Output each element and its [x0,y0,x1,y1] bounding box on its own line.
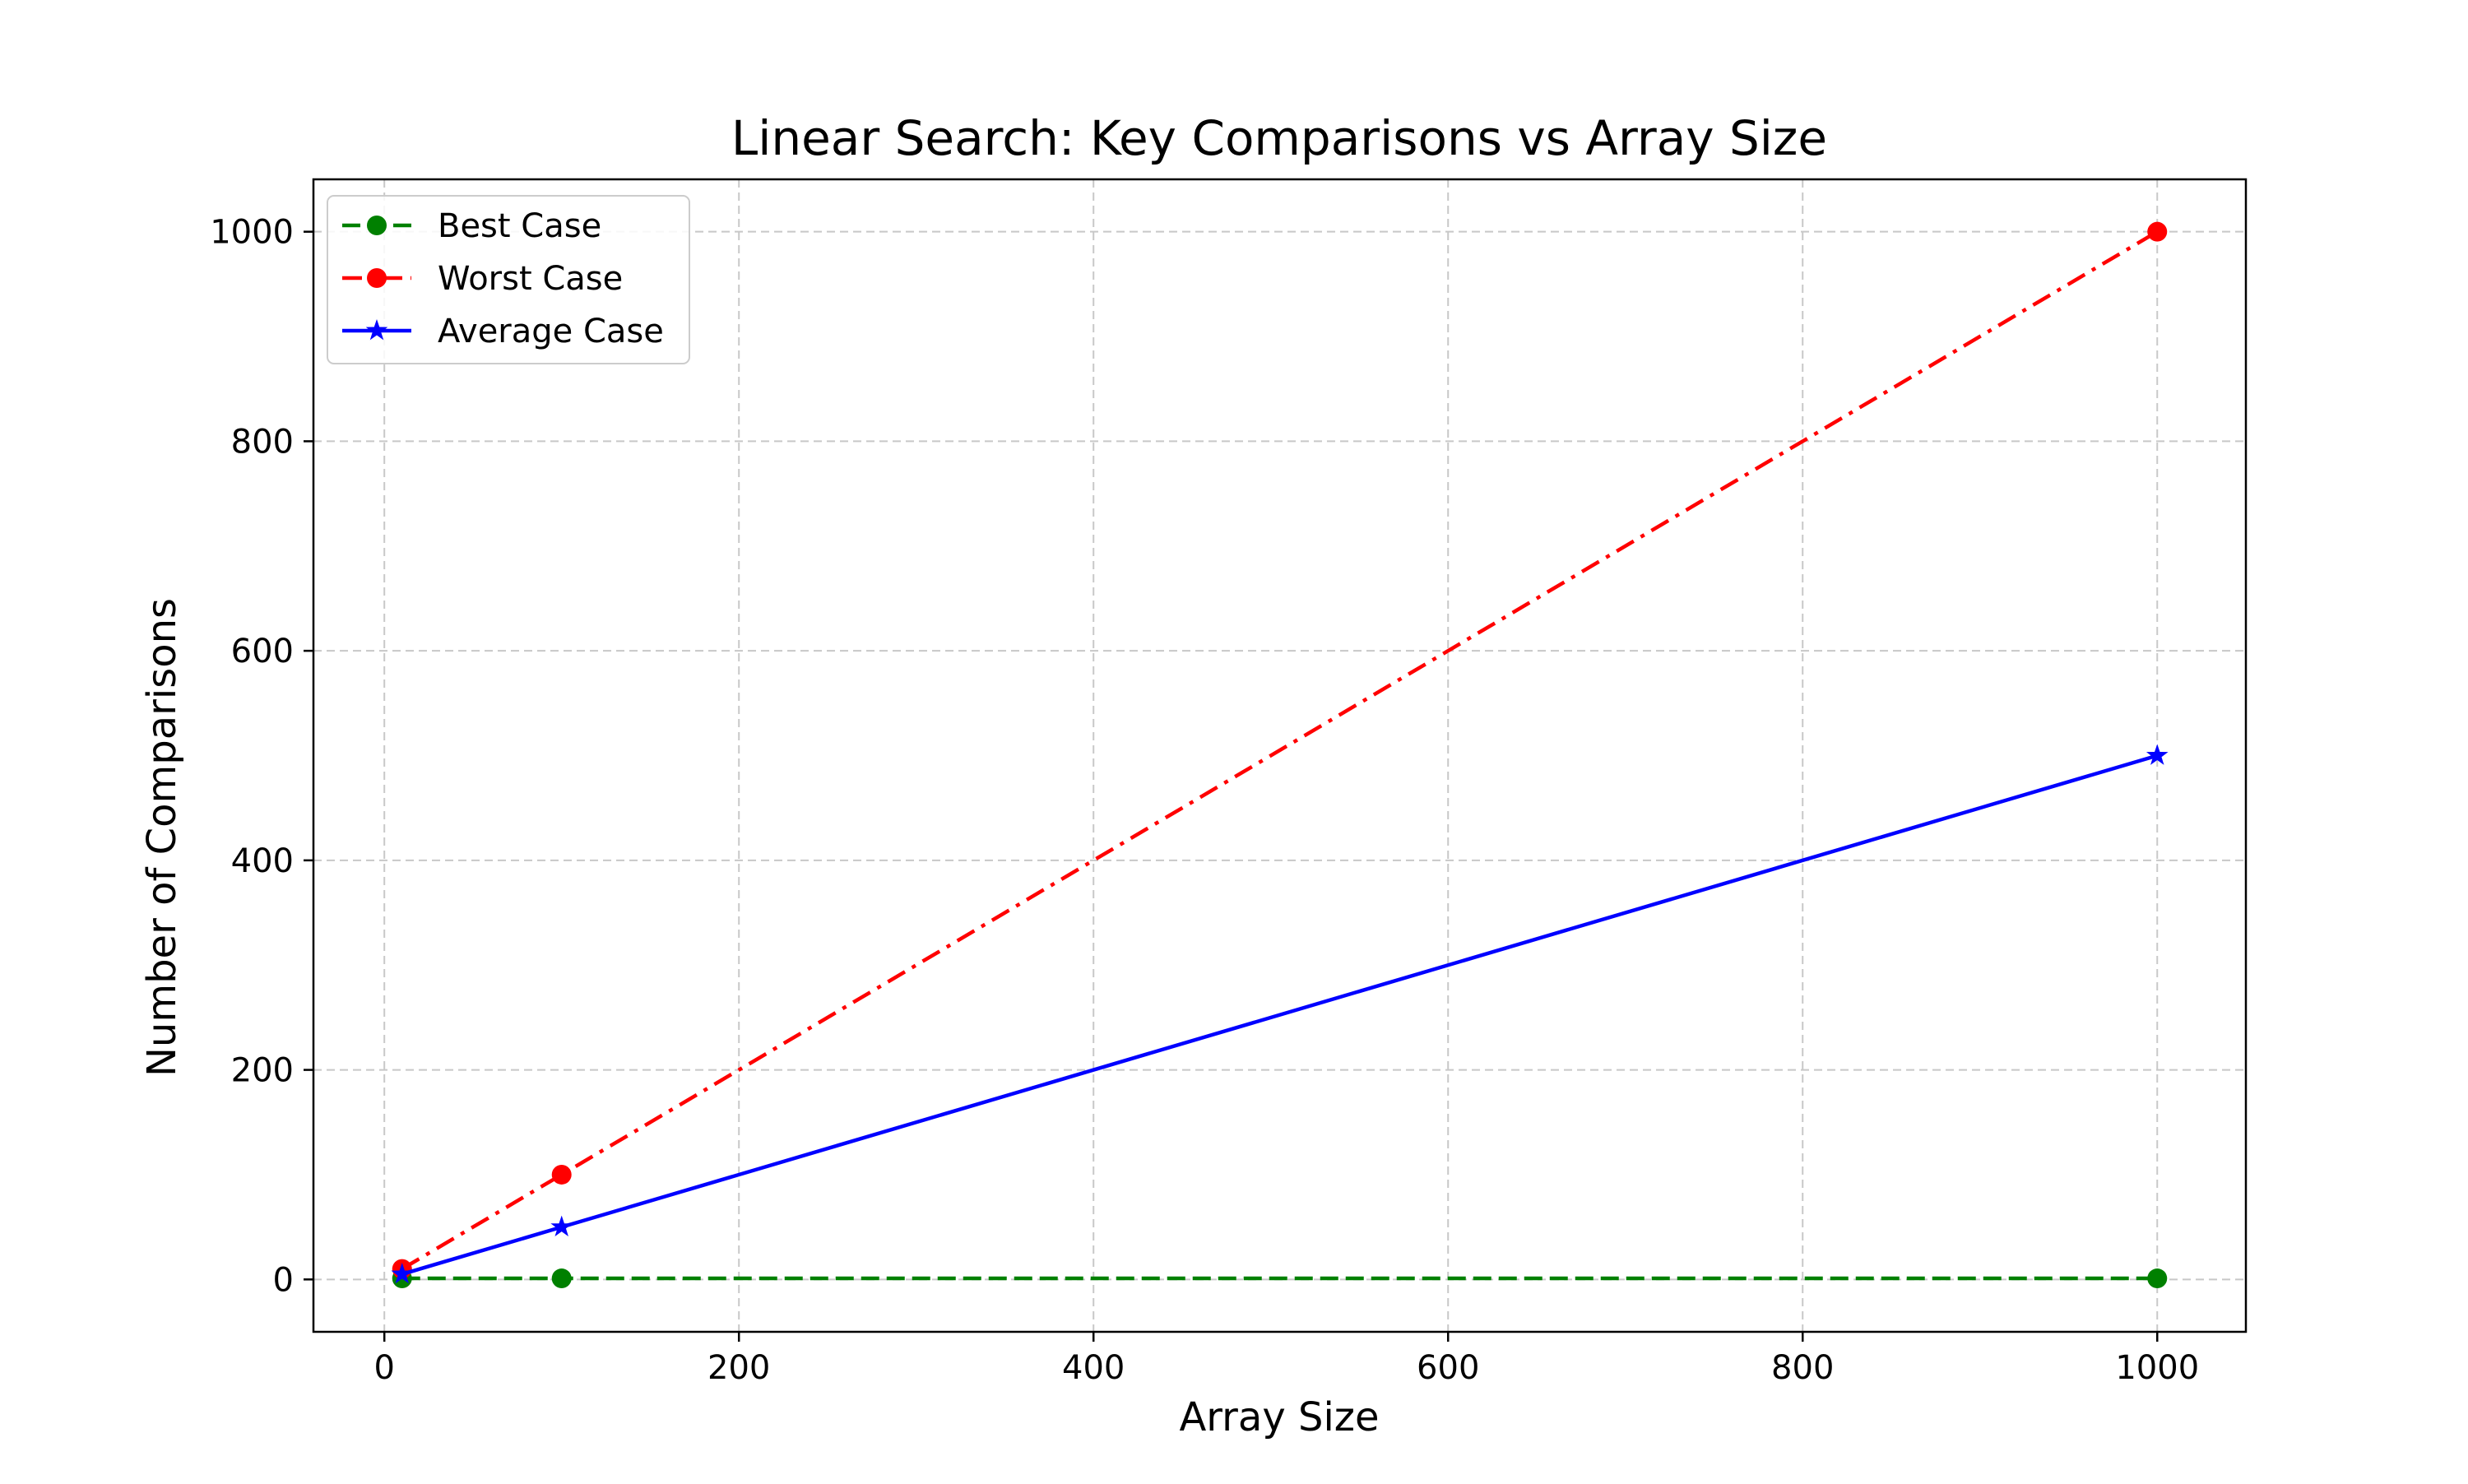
legend-item: Best Case [342,207,601,245]
x-tick-label: 400 [1062,1349,1125,1387]
data-point [391,1262,414,1284]
y-axis-ticks: 0 200 400 600 800 1000 [210,214,313,1299]
x-tick-label: 600 [1417,1349,1479,1387]
legend-marker [365,319,388,341]
y-tick-label: 200 [231,1052,294,1090]
data-point [551,1164,572,1185]
series-average-case [391,744,2169,1284]
data-point [2147,1268,2168,1289]
legend-box [327,195,690,364]
data-point [2147,221,2168,242]
legend-item: Worst Case [342,260,623,298]
legend-item: Average Case [342,313,664,350]
series-worst-case [392,221,2168,1279]
x-axis-ticks: 0 200 400 600 800 1000 [373,1332,2199,1387]
x-tick-label: 200 [707,1349,770,1387]
y-tick-label: 0 [273,1261,294,1299]
legend-label: Worst Case [438,260,623,298]
series-best-case [392,1268,2168,1289]
legend-marker [367,216,387,235]
data-point [2146,744,2169,765]
y-tick-label: 1000 [210,214,294,252]
x-tick-label: 0 [373,1349,394,1387]
legend-marker [367,268,387,288]
legend: Best Case Worst Case Average Case [327,195,690,364]
x-tick-label: 800 [1771,1349,1834,1387]
plot-frame [312,178,2248,1333]
legend-label: Best Case [438,207,601,245]
data-point [550,1215,573,1236]
y-tick-label: 400 [231,842,294,880]
data-point [551,1268,572,1289]
y-tick-label: 800 [231,423,294,461]
series-line [401,754,2158,1277]
y-tick-label: 600 [231,633,294,670]
chart-title: Linear Search: Key Comparisons vs Array … [731,110,1827,166]
series-line [401,230,2159,1271]
x-tick-label: 1000 [2115,1349,2199,1387]
legend-label: Average Case [438,313,664,350]
y-axis-label: Number of Comparisons [139,598,185,1077]
x-axis-label: Array Size [1179,1394,1379,1440]
